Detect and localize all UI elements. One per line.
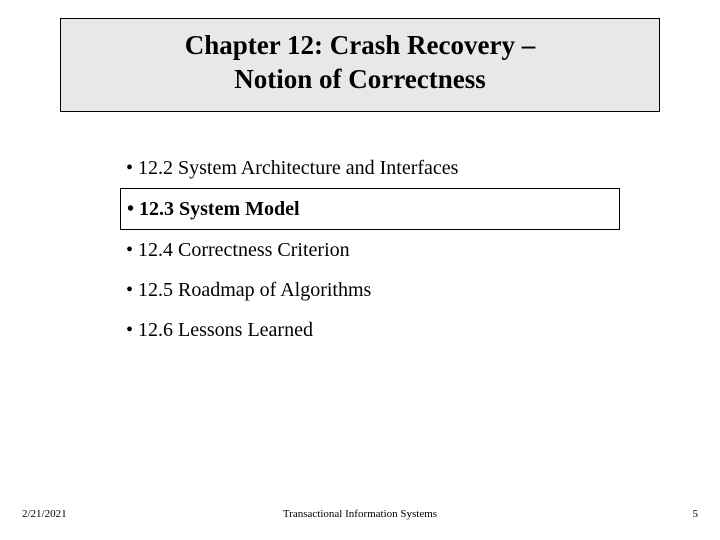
bullet-list: • 12.2 System Architecture and Interface… [120,148,620,350]
bullet-item: • 12.4 Correctness Criterion [120,230,620,270]
title-line-1: Chapter 12: Crash Recovery – [61,29,659,63]
bullet-item: • 12.5 Roadmap of Algorithms [120,270,620,310]
bullet-item: • 12.2 System Architecture and Interface… [120,148,620,188]
title-line-2: Notion of Correctness [61,63,659,97]
bullet-item-highlighted: • 12.3 System Model [120,188,620,230]
footer-center: Transactional Information Systems [0,508,720,520]
title-box: Chapter 12: Crash Recovery – Notion of C… [60,18,660,112]
bullet-item: • 12.6 Lessons Learned [120,310,620,350]
footer-page-number: 5 [693,508,699,520]
